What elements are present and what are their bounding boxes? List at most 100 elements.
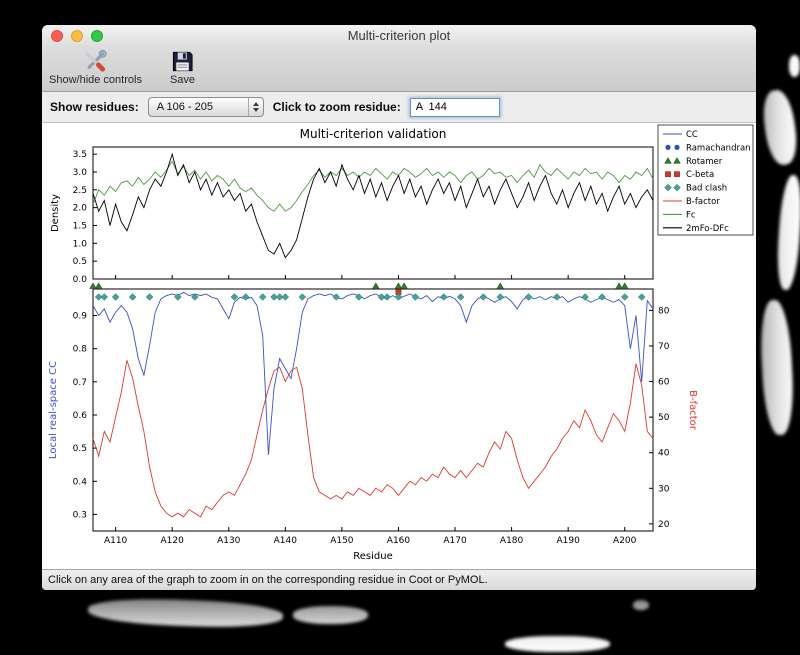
- bad-clash-marker: [620, 293, 629, 301]
- x-axis-label: Residue: [353, 551, 392, 562]
- bad-clash-marker: [145, 293, 154, 301]
- bad-clash-marker: [111, 293, 120, 301]
- tick-label: 2.5: [73, 186, 87, 196]
- legend-label: Rotamer: [686, 157, 723, 167]
- show-hide-controls-label: Show/hide controls: [49, 74, 142, 86]
- rotamer-marker: [620, 282, 629, 289]
- series-B-factor: [92, 360, 654, 518]
- rotamer-marker: [664, 157, 672, 164]
- show-hide-controls-button[interactable]: Show/hide controls: [46, 47, 145, 87]
- density-axis-label: Density: [50, 194, 61, 232]
- bad-clash-marker: [456, 293, 465, 301]
- zoom-residue-label: Click to zoom residue:: [272, 100, 401, 114]
- ramachandran-marker: [674, 144, 680, 150]
- legend: CC Ramachandran Rotamer C-beta Bad clash B-fa…: [657, 124, 754, 236]
- bad-clash-marker: [411, 293, 420, 301]
- zoom-residue-input[interactable]: [409, 97, 500, 117]
- multi-criterion-figure[interactable]: Multi-criterion validation 0.0 0.5 1.0 1.5 2.…: [42, 123, 756, 569]
- legend-label: Bad clash: [686, 184, 727, 194]
- bad-clash-marker: [553, 293, 561, 301]
- screen-artifact: [87, 596, 284, 630]
- bad-clash-marker: [673, 183, 681, 192]
- minimize-button[interactable]: [71, 29, 83, 42]
- traffic-lights: [51, 29, 103, 42]
- tick-label: A140: [274, 536, 298, 546]
- bfactor-axis-label: B-factor: [687, 390, 698, 431]
- tools-icon: [82, 48, 108, 74]
- bad-clash-marker: [128, 293, 137, 301]
- rotamer-marker: [615, 282, 623, 289]
- legend-label: CC: [686, 130, 698, 140]
- tick-label: 0.0: [73, 275, 88, 285]
- bad-clash-marker: [94, 293, 103, 301]
- bad-clash-marker: [174, 293, 182, 301]
- rotamer-marker: [400, 282, 408, 289]
- bad-clash-marker: [241, 293, 250, 301]
- close-button[interactable]: [51, 29, 63, 42]
- tick-label: A190: [556, 536, 580, 546]
- tick-label: 0.5: [73, 444, 87, 454]
- bad-clash-marker: [100, 293, 109, 301]
- bad-clash-marker: [496, 293, 505, 301]
- plot-area: Multi-criterion validation 0.0 0.5 1.0 1.5 2.…: [42, 123, 756, 569]
- bad-clash-marker: [377, 293, 386, 301]
- cbeta-marker: [674, 171, 680, 178]
- bad-clash-marker: [383, 293, 391, 301]
- multi-criterion-plot-window: Multi-criterion plot Show/hide controls: [42, 25, 756, 590]
- bad-clash-marker: [664, 183, 672, 192]
- tick-label: 0.3: [73, 510, 87, 520]
- legend-label: Ramachandran: [686, 143, 751, 153]
- residue-range-value: A 106 - 205: [156, 101, 213, 113]
- bad-clash-marker: [258, 293, 267, 301]
- rotamer-marker: [94, 282, 103, 289]
- rotamer-marker: [394, 282, 403, 289]
- bad-clash-marker: [275, 293, 284, 301]
- bad-clash-marker: [191, 293, 199, 301]
- tick-label: 80: [658, 306, 670, 316]
- bad-clash-marker: [598, 293, 606, 301]
- show-residues-label: Show residues:: [50, 100, 139, 114]
- zoom-window-button[interactable]: [91, 29, 103, 42]
- save-label: Save: [169, 74, 196, 86]
- bad-clash-marker: [479, 293, 488, 301]
- screen-artifact: [789, 55, 800, 77]
- tick-label: 20: [658, 520, 670, 530]
- tick-label: 70: [658, 342, 670, 352]
- tick-label: 30: [658, 484, 670, 494]
- cc-axis-label: Local real-space CC: [48, 361, 59, 459]
- tick-label: 2.0: [73, 204, 88, 214]
- series-2mFo-DFc: [92, 152, 654, 259]
- tick-label: 0.8: [73, 345, 88, 355]
- rotamer-marker: [496, 282, 505, 289]
- title-bar[interactable]: Multi-criterion plot: [42, 25, 756, 46]
- cc-bfactor-axes: [92, 288, 654, 532]
- tick-label: A170: [443, 536, 467, 546]
- legend-label: Fc: [686, 210, 696, 220]
- tick-label: 60: [658, 378, 670, 388]
- tick-label: A200: [613, 536, 637, 546]
- bad-clash-marker: [637, 293, 646, 301]
- tick-label: 0.4: [73, 477, 88, 487]
- window-title: Multi-criterion plot: [347, 28, 451, 43]
- screen-artifact: [758, 299, 796, 436]
- bad-clash-marker: [439, 293, 448, 301]
- rotamer-marker: [371, 282, 380, 289]
- rotamer-marker: [673, 157, 681, 164]
- stepper-arrows-icon: [247, 98, 263, 116]
- tick-label: A180: [500, 536, 524, 546]
- screen-artifact: [293, 606, 368, 624]
- cbeta-marker: [665, 171, 671, 178]
- tick-label: 1.5: [73, 221, 87, 231]
- tick-label: 3.0: [73, 168, 88, 178]
- bad-clash-marker: [355, 293, 363, 301]
- tick-label: 1.0: [73, 239, 88, 249]
- tick-label: A120: [161, 536, 185, 546]
- save-button[interactable]: Save: [167, 47, 198, 87]
- screen-artifact: [505, 636, 610, 652]
- bad-clash-marker: [230, 293, 239, 301]
- residue-range-select[interactable]: A 106 - 205: [147, 97, 264, 117]
- tick-label: A160: [387, 536, 411, 546]
- bad-clash-marker: [581, 293, 589, 301]
- bad-clash-marker: [524, 293, 533, 301]
